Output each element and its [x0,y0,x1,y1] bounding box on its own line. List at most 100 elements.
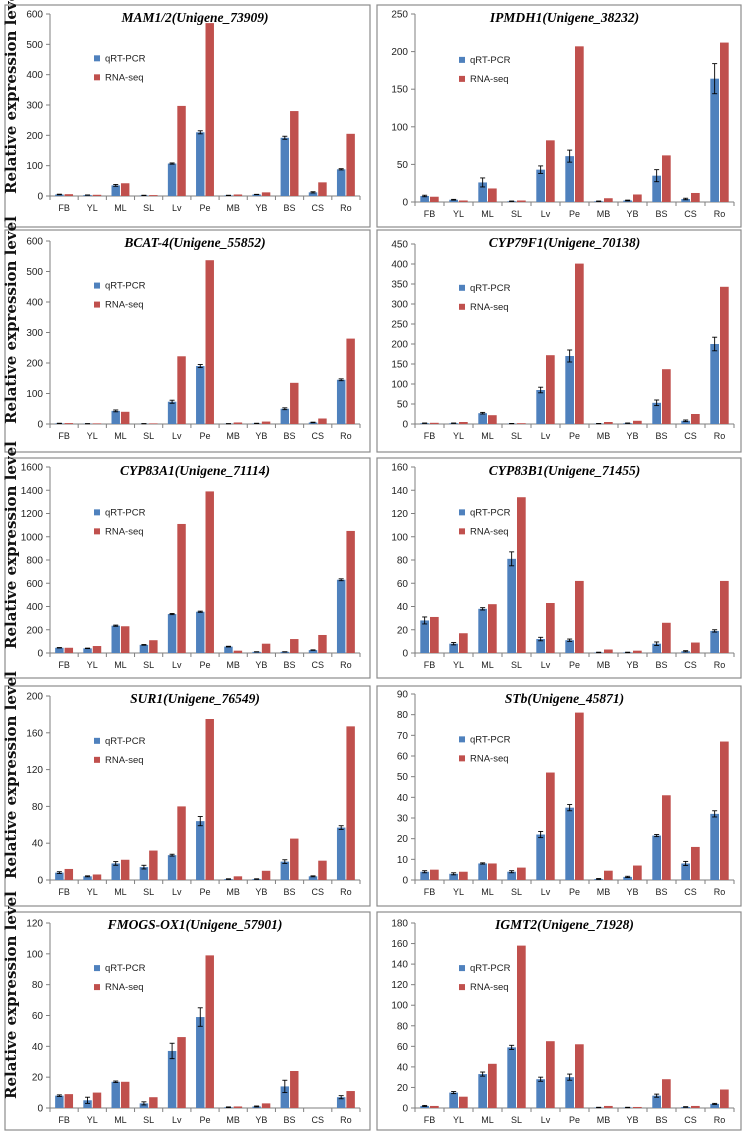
bar-rna-seq [149,1097,158,1108]
bar-qrt-pcr [536,834,545,880]
y-tick-label: 60 [397,1042,409,1053]
chart-title: BCAT-4(Unigene_55852) [123,235,265,250]
y-tick-label: 0 [37,192,43,203]
bar-rna-seq [633,194,642,202]
y-tick-label: 120 [26,919,43,930]
bar-rna-seq [64,194,74,196]
y-tick-label: 600 [26,579,43,590]
y-tick-label: 120 [26,765,43,776]
x-tick-label: YB [626,431,638,441]
bar-qrt-pcr [196,821,205,880]
bar-rna-seq [205,955,214,1108]
y-tick-label: 40 [397,793,409,804]
bar-rna-seq [92,646,102,653]
x-tick-label: MB [597,431,611,441]
x-tick-label: FB [424,1115,436,1125]
bar-rna-seq [633,1106,642,1108]
x-tick-label: SL [511,1115,522,1125]
bar-qrt-pcr [420,620,429,653]
legend-swatch-qrt-pcr [459,284,465,291]
chart-title: CYP79F1(Unigene_70138) [489,235,641,250]
y-tick-label: 200 [26,359,43,370]
x-tick-label: YL [453,431,464,441]
bar-qrt-pcr [280,651,290,653]
x-tick-label: BS [655,431,667,441]
bar-rna-seq [720,1089,729,1108]
bar-rna-seq [662,795,671,880]
y-tick-label: 200 [391,340,408,351]
x-tick-label: YB [626,660,638,670]
bar-qrt-pcr [710,813,719,880]
bar-qrt-pcr [420,1105,429,1108]
x-tick-label: Pe [569,431,580,441]
x-tick-label: Lv [172,1115,182,1125]
y-tick-label: 200 [391,47,408,58]
legend-label: qRT-PCR [105,963,146,974]
y-tick-label: 160 [26,728,43,739]
x-tick-label: FB [58,887,70,897]
x-tick-label: ML [114,660,127,670]
bar-rna-seq [633,865,642,880]
bar-rna-seq [64,423,74,424]
legend-swatch-qrt-pcr [94,737,100,744]
x-tick-label: FB [58,1115,70,1125]
bar-qrt-pcr [167,614,177,653]
bar-rna-seq [430,1105,439,1108]
bar-rna-seq [149,850,158,880]
bar-qrt-pcr [196,132,205,196]
x-tick-label: Ro [714,431,726,441]
y-tick-label: 0 [37,420,43,431]
bar-rna-seq [575,263,584,424]
bar-rna-seq [691,414,700,424]
bar-rna-seq [720,580,729,653]
legend-label: RNA-seq [105,72,144,83]
bar-qrt-pcr [565,356,574,424]
bar-qrt-pcr [565,807,574,880]
bar-qrt-pcr [449,643,458,653]
bar-rna-seq [120,859,130,880]
x-tick-label: ML [114,887,127,897]
panel-frame [376,4,742,228]
bar-qrt-pcr [280,137,290,196]
bar-qrt-pcr [308,192,318,196]
y-tick-label: 0 [402,876,408,887]
x-tick-label: Ro [340,203,352,213]
x-tick-label: YB [626,209,638,219]
bar-rna-seq [430,869,439,880]
x-tick-label: MB [226,431,240,441]
bar-qrt-pcr [308,876,318,880]
bar-rna-seq [120,411,130,424]
x-tick-label: SL [511,660,522,670]
bar-qrt-pcr [652,835,661,880]
bar-qrt-pcr [336,1097,346,1108]
x-tick-label: Lv [172,431,182,441]
bar-qrt-pcr [196,366,205,424]
y-tick-label: 50 [397,772,409,783]
bar-qrt-pcr [449,873,458,880]
legend-label: RNA-seq [105,300,144,311]
bar-rna-seq [662,622,671,653]
x-tick-label: Lv [541,1115,551,1125]
bar-qrt-pcr [449,1092,458,1108]
x-tick-label: BS [284,431,296,441]
x-tick-label: SL [143,203,154,213]
y-tick-label: 60 [32,1011,44,1022]
x-tick-label: CS [684,887,697,897]
x-tick-label: CS [684,209,697,219]
bar-rna-seq [488,188,497,202]
bar-rna-seq [261,421,271,424]
legend-label: RNA-seq [470,302,509,313]
legend-swatch-rna-seq [459,303,465,310]
bar-rna-seq [517,200,526,202]
x-tick-label: YL [453,660,464,670]
y-tick-label: 1000 [21,532,44,543]
x-tick-label: FB [424,660,436,670]
legend-label: qRT-PCR [470,507,511,518]
bar-rna-seq [92,423,102,424]
legend-swatch-qrt-pcr [459,509,465,516]
panel-frame [376,685,742,907]
bar-qrt-pcr [565,640,574,653]
bar-qrt-pcr [336,827,346,880]
bar-rna-seq [517,867,526,880]
y-tick-label: 100 [26,949,43,960]
